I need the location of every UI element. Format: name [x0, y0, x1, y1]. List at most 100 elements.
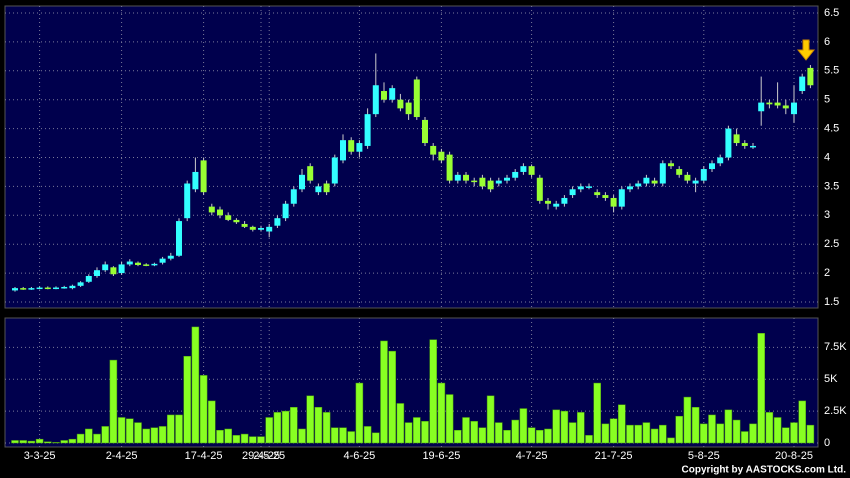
price-panel: [4, 5, 819, 309]
candle-body: [405, 102, 412, 115]
candle-body: [225, 215, 232, 220]
volume-bar: [35, 438, 44, 444]
volume-bar: [552, 409, 560, 444]
volume-bar: [732, 419, 741, 444]
volume-bar: [609, 418, 618, 444]
volume-bar: [495, 422, 503, 444]
candle-body: [791, 102, 797, 115]
volume-bar: [437, 382, 446, 444]
candle-body: [290, 189, 297, 204]
candle-body: [635, 183, 642, 187]
volume-bar: [126, 418, 134, 444]
volume-bar: [134, 422, 142, 444]
candle-body: [692, 180, 699, 184]
volume-bar: [199, 375, 208, 444]
candle-body: [618, 189, 625, 207]
volume-bar: [429, 339, 437, 444]
volume-bar: [109, 359, 118, 444]
volume-bar: [339, 427, 347, 444]
volume-bar: [724, 409, 733, 444]
candle-body: [331, 157, 338, 184]
volume-bar: [372, 432, 380, 444]
candle-body: [249, 226, 256, 230]
volume-bar: [667, 437, 675, 444]
candle-body: [69, 285, 76, 289]
volume-bar: [191, 326, 200, 444]
x-tick-label: 5-8-25: [688, 450, 720, 462]
candle-body: [53, 287, 59, 290]
x-tick-label: 17-4-25: [185, 450, 223, 462]
candle-body: [454, 174, 461, 181]
candle-body: [151, 263, 158, 266]
candle-body: [176, 221, 182, 256]
candle-body: [282, 203, 289, 219]
volume-bar: [404, 422, 413, 444]
volume-bar: [782, 427, 790, 444]
volume-bar: [560, 410, 569, 444]
candle-body: [323, 183, 330, 193]
volume-bar: [11, 440, 19, 444]
volume-bar: [519, 408, 528, 444]
candle-body: [774, 102, 781, 106]
candle-body: [709, 163, 715, 170]
volume-bar: [347, 431, 355, 444]
volume-bar: [741, 431, 749, 444]
y-tick-label: 4.5: [824, 123, 839, 135]
candle-body: [545, 200, 551, 204]
candle-body: [643, 177, 650, 184]
candle-body: [512, 171, 519, 178]
volume-bar: [568, 422, 577, 444]
y-tick-label: 4: [824, 151, 830, 163]
candle-body: [536, 177, 543, 201]
candle-body: [126, 261, 133, 265]
volume-bar: [634, 424, 642, 444]
candle-body: [438, 151, 445, 161]
y-tick-label: 1.5: [824, 296, 839, 308]
volume-bar: [363, 426, 372, 444]
volume-bar: [101, 426, 109, 444]
volume-bar: [486, 395, 495, 444]
volume-bar: [142, 428, 150, 444]
volume-bar: [380, 340, 388, 444]
volume-bar: [150, 427, 159, 444]
x-tick-label: 4-6-25: [344, 450, 376, 462]
candle-body: [381, 91, 387, 100]
candle-body: [577, 186, 584, 190]
volume-bar: [232, 435, 241, 444]
copyright: Copyright by AASTOCKS.com Ltd.: [682, 465, 847, 476]
candle-body: [389, 88, 396, 100]
volume-bar: [626, 424, 634, 444]
volume-bar: [306, 395, 314, 444]
volume-bar: [158, 426, 167, 444]
volume-bar: [19, 440, 27, 444]
candle-body: [159, 258, 166, 263]
volume-bar: [503, 429, 511, 444]
volume-bar: [577, 412, 585, 444]
candle-body: [184, 183, 191, 219]
candle-body: [12, 288, 18, 291]
volume-bar: [593, 382, 601, 444]
volume-bar: [314, 407, 323, 444]
volume-bar: [650, 428, 659, 444]
volume-bar: [388, 350, 396, 444]
candle-body: [348, 140, 355, 152]
candle-body: [77, 282, 84, 286]
candle-body: [504, 177, 510, 181]
candle-body: [397, 99, 404, 109]
candle-body: [717, 157, 724, 164]
candle-body: [266, 226, 273, 232]
candle-body: [217, 209, 223, 216]
candle-body: [36, 287, 43, 290]
candle-body: [258, 228, 264, 230]
candle-body: [110, 267, 117, 275]
candle-body: [135, 262, 141, 266]
candle-body: [192, 171, 199, 190]
volume-bar: [683, 396, 692, 444]
candle-body: [766, 102, 773, 105]
volume-bar: [216, 429, 224, 444]
volume-bar: [700, 423, 708, 444]
volume-bar: [249, 436, 257, 444]
candle-body: [684, 174, 691, 181]
candle-body: [758, 102, 765, 112]
candle-body: [167, 255, 174, 259]
